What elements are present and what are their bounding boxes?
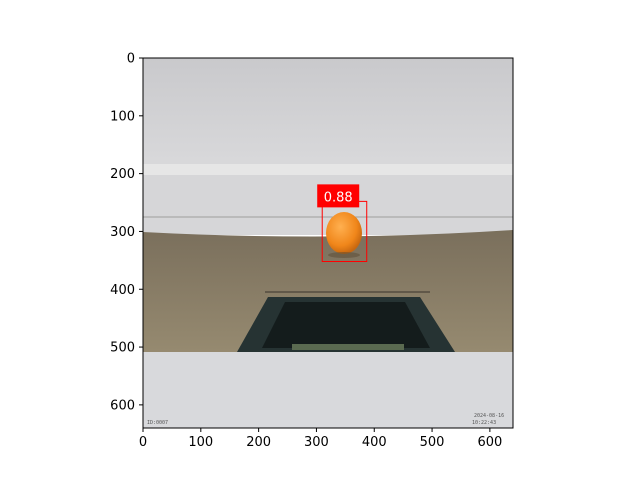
stamp-right-2: 10:22:43: [472, 420, 496, 426]
y-tick-label: 400: [110, 283, 135, 298]
wall-upper: [143, 58, 513, 168]
bottom-band: [143, 352, 513, 428]
x-tick-label: 0: [139, 435, 147, 450]
y-tick-label: 200: [110, 167, 135, 182]
detection-confidence-label: 0.88: [324, 190, 353, 205]
x-tick-label: 300: [304, 435, 329, 450]
y-tick-label: 0: [127, 52, 135, 67]
x-tick-label: 600: [477, 435, 502, 450]
x-tick-label: 100: [188, 435, 213, 450]
x-tick-label: 400: [362, 435, 387, 450]
stamp-left: ID:0007: [147, 420, 168, 426]
y-tick-label: 500: [110, 341, 135, 356]
orange-ball: [326, 212, 362, 254]
y-tick-label: 100: [110, 109, 135, 124]
y-tick-label: 600: [110, 398, 135, 413]
y-axis: 0 100 200 300 400 500 600: [110, 52, 143, 413]
wall-baseboard: [143, 164, 513, 176]
pit-inner: [262, 302, 430, 348]
axes-frame: [142, 57, 514, 429]
x-axis: 0 100 200 300 400 500 600: [139, 428, 502, 450]
camera-image: ID:0007 2024-08-16 10:22:43: [143, 58, 513, 428]
y-tick-label: 300: [110, 225, 135, 240]
x-tick-label: 200: [246, 435, 271, 450]
ball-shadow: [328, 252, 360, 258]
stamp-right-1: 2024-08-16: [474, 413, 504, 419]
pit-ledge: [292, 344, 404, 350]
x-tick-label: 500: [420, 435, 445, 450]
detection-label-background: [317, 184, 360, 208]
